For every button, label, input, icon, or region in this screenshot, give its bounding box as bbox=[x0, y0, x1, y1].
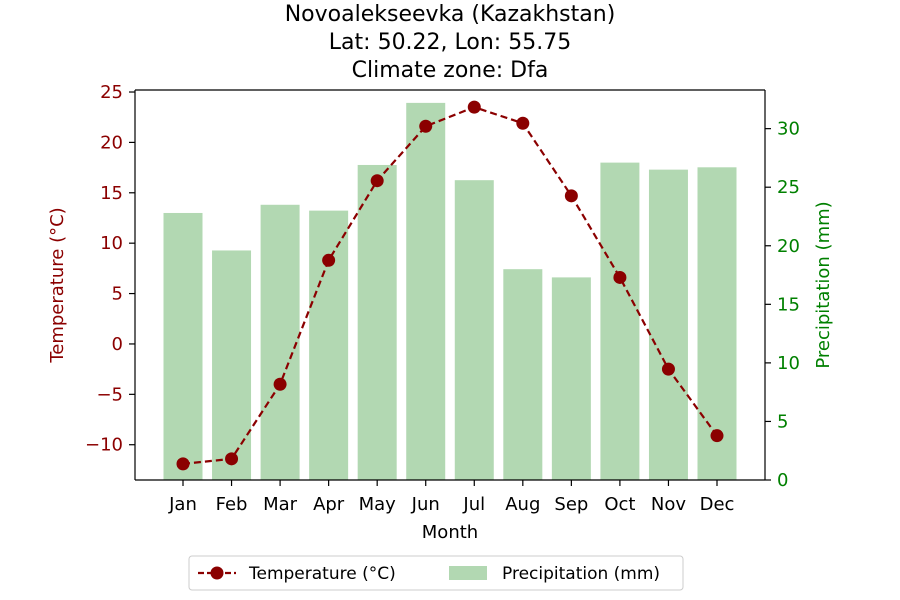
left-tick-label: −10 bbox=[85, 435, 123, 456]
right-axis-ticks: 0 5 10 15 20 25 30 bbox=[765, 119, 800, 491]
left-tick-label: 5 bbox=[112, 284, 123, 305]
precipitation-bar-jan bbox=[163, 212, 203, 481]
legend-temperature-marker bbox=[210, 566, 224, 580]
right-tick-label: 20 bbox=[777, 236, 800, 257]
axes-frame bbox=[134, 89, 766, 481]
temperature-point-aug bbox=[516, 116, 530, 130]
chart-title: Novoalekseevka (Kazakhstan) Lat: 50.22, … bbox=[285, 2, 616, 83]
temperature-point-apr bbox=[322, 253, 336, 267]
temperature-point-dec bbox=[710, 429, 724, 443]
precipitation-bar-jul bbox=[454, 180, 494, 480]
temperature-point-jan bbox=[176, 457, 190, 471]
precipitation-bar-aug bbox=[503, 269, 543, 480]
precipitation-bar-may bbox=[357, 164, 397, 480]
temperature-point-jul bbox=[467, 100, 481, 114]
legend-temperature-label: Temperature (°C) bbox=[248, 564, 396, 584]
legend-box bbox=[188, 555, 684, 591]
precipitation-bar-oct bbox=[600, 162, 640, 480]
left-axis-ticks: −10 −5 0 5 10 15 20 25 bbox=[85, 82, 135, 456]
x-tick-label: Oct bbox=[604, 494, 635, 515]
left-tick-label: −5 bbox=[96, 384, 123, 405]
left-tick-label: 0 bbox=[112, 334, 123, 355]
title-line-2: Lat: 50.22, Lon: 55.75 bbox=[329, 30, 571, 55]
precipitation-bar-sep bbox=[551, 277, 591, 480]
right-tick-label: 15 bbox=[777, 294, 800, 315]
x-tick-label: Jun bbox=[411, 494, 440, 515]
x-tick-label: Aug bbox=[505, 494, 540, 515]
temperature-point-jun bbox=[419, 119, 433, 133]
legend-precipitation-label: Precipitation (mm) bbox=[502, 564, 660, 584]
x-tick-label: Sep bbox=[554, 494, 588, 515]
precipitation-bars bbox=[163, 102, 737, 481]
title-line-1: Novoalekseevka (Kazakhstan) bbox=[285, 2, 616, 27]
legend-precipitation-swatch bbox=[449, 566, 487, 580]
precipitation-bar-jun bbox=[406, 102, 446, 481]
x-tick-label: Nov bbox=[651, 494, 686, 515]
precipitation-bar-feb bbox=[212, 250, 252, 480]
right-axis-label: Precipitation (mm) bbox=[813, 201, 834, 368]
x-tick-label: Apr bbox=[313, 494, 345, 515]
x-tick-label: Jan bbox=[168, 494, 197, 515]
left-tick-label: 20 bbox=[100, 132, 123, 153]
x-tick-label: Mar bbox=[263, 494, 298, 515]
left-tick-label: 15 bbox=[100, 183, 123, 204]
temperature-series bbox=[176, 100, 724, 471]
right-tick-label: 0 bbox=[777, 470, 788, 491]
left-tick-label: 10 bbox=[100, 233, 123, 254]
x-tick-label: May bbox=[359, 494, 397, 515]
left-axis-label: Temperature (°C) bbox=[47, 207, 68, 363]
precipitation-bar-nov bbox=[648, 169, 688, 480]
x-tick-label: Jul bbox=[462, 494, 485, 515]
temperature-point-sep bbox=[564, 189, 578, 203]
temperature-point-feb bbox=[225, 452, 239, 466]
x-tick-label: Feb bbox=[216, 494, 248, 515]
temperature-point-oct bbox=[613, 270, 627, 284]
precipitation-bar-dec bbox=[697, 167, 737, 480]
temperature-point-mar bbox=[273, 377, 287, 391]
legend: Temperature (°C) Precipitation (mm) bbox=[188, 555, 684, 591]
right-tick-label: 10 bbox=[777, 353, 800, 374]
x-axis-label: Month bbox=[422, 522, 478, 543]
left-tick-label: 25 bbox=[100, 82, 123, 103]
precipitation-bar-apr bbox=[309, 210, 349, 481]
x-axis-ticks: Jan Feb Mar Apr May Jun Jul Aug Sep Oct Nov Dec bbox=[168, 480, 734, 515]
precipitation-bar-mar bbox=[260, 204, 300, 480]
title-line-3: Climate zone: Dfa bbox=[352, 58, 549, 83]
temperature-point-may bbox=[370, 174, 384, 188]
x-tick-label: Dec bbox=[700, 494, 735, 515]
right-tick-label: 30 bbox=[777, 119, 800, 140]
temperature-point-nov bbox=[661, 362, 675, 376]
right-tick-label: 5 bbox=[777, 411, 788, 432]
right-tick-label: 25 bbox=[777, 177, 800, 198]
temperature-line bbox=[182, 105, 718, 465]
